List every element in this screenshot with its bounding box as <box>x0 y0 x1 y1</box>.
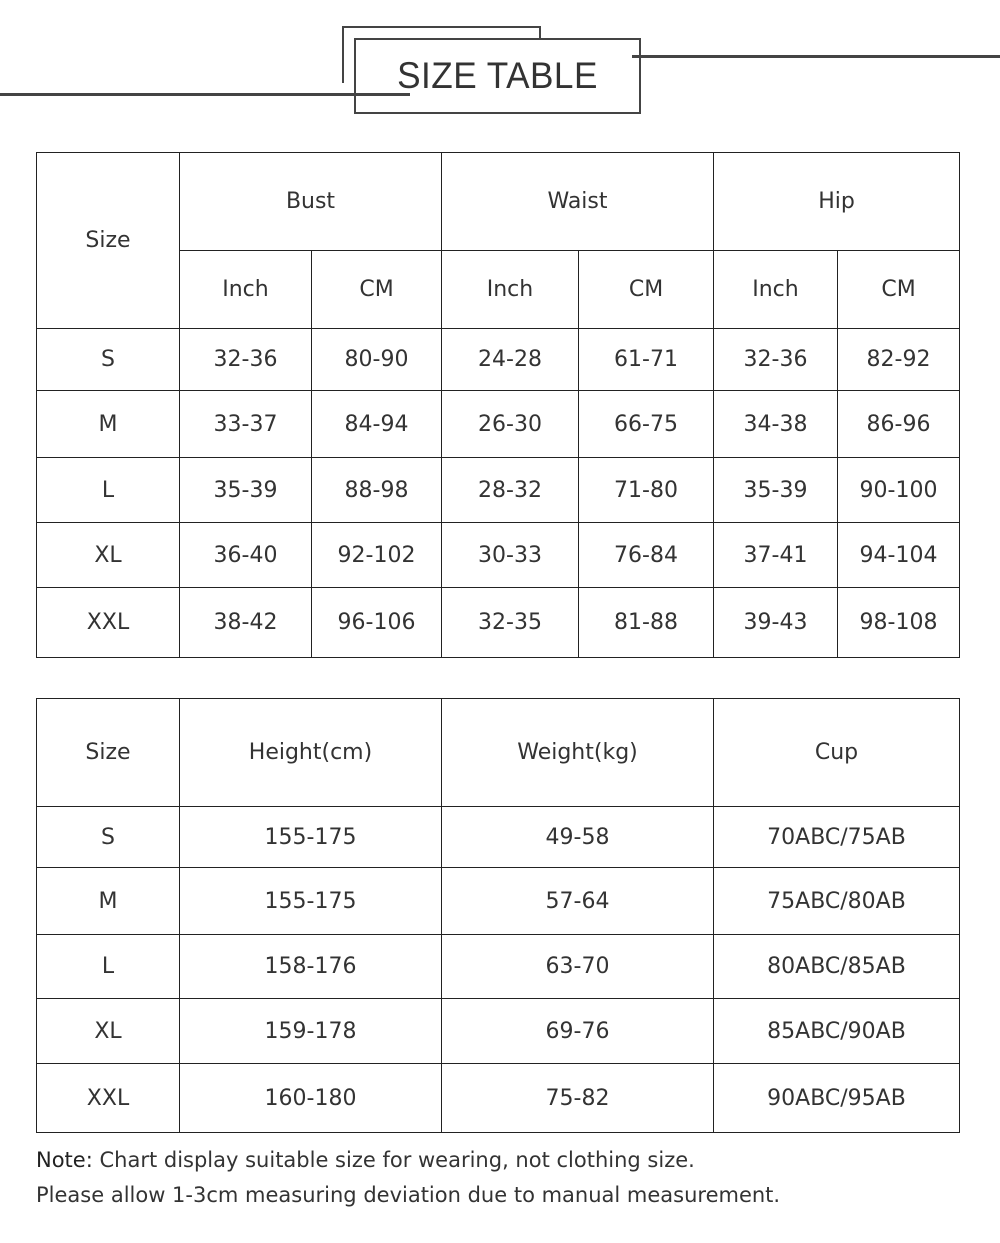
table-row: L 35-39 88-98 28-32 71-80 35-39 90-100 <box>36 457 960 523</box>
table-row: L 158-176 63-70 80ABC/85AB <box>36 934 960 999</box>
note-line-2: Please allow 1-3cm measuring deviation d… <box>36 1183 781 1207</box>
height-cell: 158-176 <box>179 934 442 999</box>
title-frame <box>354 38 641 114</box>
value-cell: 32-36 <box>179 328 312 391</box>
value-cell: 37-41 <box>713 522 838 588</box>
title-left-rule-inner <box>354 93 410 96</box>
size-header: Size <box>36 698 180 807</box>
value-cell: 34-38 <box>713 390 838 458</box>
size-cell: XXL <box>36 587 180 658</box>
height-cell: 155-175 <box>179 806 442 868</box>
height-header: Height(cm) <box>179 698 442 807</box>
weight-cell: 75-82 <box>441 1063 714 1133</box>
size-cell: M <box>36 390 180 458</box>
size-cell: M <box>36 867 180 935</box>
size-cell: XL <box>36 522 180 588</box>
weight-header: Weight(kg) <box>441 698 714 807</box>
bust-header: Bust <box>179 152 442 251</box>
unit-header: Inch <box>441 250 579 329</box>
size-cell: XL <box>36 998 180 1064</box>
value-cell: 98-108 <box>837 587 960 658</box>
waist-header: Waist <box>441 152 714 251</box>
value-cell: 24-28 <box>441 328 579 391</box>
weight-cell: 63-70 <box>441 934 714 999</box>
unit-header: CM <box>578 250 714 329</box>
height-cell: 159-178 <box>179 998 442 1064</box>
weight-cell: 49-58 <box>441 806 714 868</box>
note-text: Chart display suitable size for wearing,… <box>99 1148 695 1172</box>
value-cell: 80-90 <box>311 328 442 391</box>
value-cell: 32-35 <box>441 587 579 658</box>
value-cell: 35-39 <box>179 457 312 523</box>
value-cell: 28-32 <box>441 457 579 523</box>
note-label: Note: <box>36 1148 93 1172</box>
value-cell: 61-71 <box>578 328 714 391</box>
value-cell: 30-33 <box>441 522 579 588</box>
table-row: XL 36-40 92-102 30-33 76-84 37-41 94-104 <box>36 522 960 588</box>
value-cell: 32-36 <box>713 328 838 391</box>
size-cell: L <box>36 457 180 523</box>
size-cell: L <box>36 934 180 999</box>
note-line-1: Note: Chart display suitable size for we… <box>36 1148 695 1172</box>
value-cell: 81-88 <box>578 587 714 658</box>
cup-cell: 90ABC/95AB <box>713 1063 960 1133</box>
value-cell: 84-94 <box>311 390 442 458</box>
weight-cell: 69-76 <box>441 998 714 1064</box>
value-cell: 94-104 <box>837 522 960 588</box>
value-cell: 88-98 <box>311 457 442 523</box>
value-cell: 35-39 <box>713 457 838 523</box>
value-cell: 92-102 <box>311 522 442 588</box>
size-header: Size <box>36 152 180 329</box>
value-cell: 76-84 <box>578 522 714 588</box>
value-cell: 90-100 <box>837 457 960 523</box>
value-cell: 66-75 <box>578 390 714 458</box>
value-cell: 96-106 <box>311 587 442 658</box>
title-left-rule <box>0 93 410 96</box>
cup-header: Cup <box>713 698 960 807</box>
value-cell: 39-43 <box>713 587 838 658</box>
height-cell: 160-180 <box>179 1063 442 1133</box>
title-right-rule <box>632 55 1000 58</box>
table-row: XXL 160-180 75-82 90ABC/95AB <box>36 1063 960 1133</box>
unit-header: CM <box>311 250 442 329</box>
weight-cell: 57-64 <box>441 867 714 935</box>
table-row: M 33-37 84-94 26-30 66-75 34-38 86-96 <box>36 390 960 458</box>
value-cell: 33-37 <box>179 390 312 458</box>
cup-cell: 70ABC/75AB <box>713 806 960 868</box>
value-cell: 36-40 <box>179 522 312 588</box>
value-cell: 26-30 <box>441 390 579 458</box>
cup-cell: 80ABC/85AB <box>713 934 960 999</box>
table-row: S 32-36 80-90 24-28 61-71 32-36 82-92 <box>36 328 960 391</box>
fit-table: Size Height(cm) Weight(kg) Cup S 155-175 4… <box>36 698 960 1133</box>
value-cell: 71-80 <box>578 457 714 523</box>
unit-header: Inch <box>179 250 312 329</box>
unit-header: CM <box>837 250 960 329</box>
height-cell: 155-175 <box>179 867 442 935</box>
size-cell: S <box>36 806 180 868</box>
table-row: S 155-175 49-58 70ABC/75AB <box>36 806 960 868</box>
measurement-table: Size Bust Waist Hip Inch CM Inch CM Inch… <box>36 152 960 658</box>
cup-cell: 85ABC/90AB <box>713 998 960 1064</box>
size-cell: XXL <box>36 1063 180 1133</box>
table-row: XL 159-178 69-76 85ABC/90AB <box>36 998 960 1064</box>
cup-cell: 75ABC/80AB <box>713 867 960 935</box>
page-title: SIZE TABLE <box>397 55 598 96</box>
hip-header: Hip <box>713 152 960 251</box>
value-cell: 82-92 <box>837 328 960 391</box>
unit-header: Inch <box>713 250 838 329</box>
value-cell: 38-42 <box>179 587 312 658</box>
table-row: M 155-175 57-64 75ABC/80AB <box>36 867 960 935</box>
size-cell: S <box>36 328 180 391</box>
table-row: XXL 38-42 96-106 32-35 81-88 39-43 98-108 <box>36 587 960 658</box>
value-cell: 86-96 <box>837 390 960 458</box>
